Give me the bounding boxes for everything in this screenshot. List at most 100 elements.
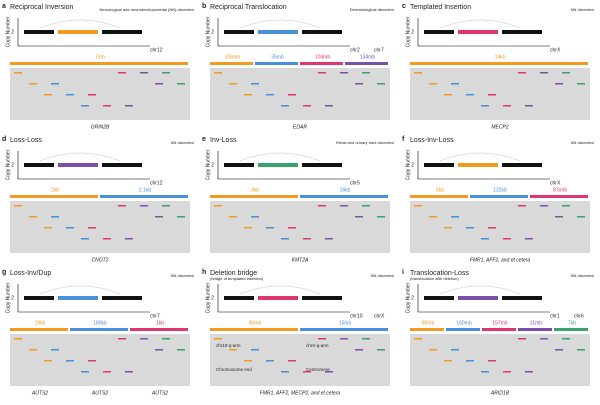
arc (439, 19, 521, 29)
segment (258, 30, 298, 34)
segment (502, 296, 542, 300)
read (281, 238, 289, 240)
axis-tick: 2 (11, 295, 14, 301)
read (288, 94, 296, 96)
read (525, 238, 533, 240)
genome-bar (100, 195, 188, 198)
panel-letter: f (402, 136, 405, 143)
read (414, 72, 422, 74)
segment (502, 30, 542, 34)
segment (302, 163, 342, 167)
read (518, 72, 526, 74)
size-label: 7mb (95, 54, 105, 60)
read (577, 349, 585, 351)
panel: c Templated Insertion NN disorders Copy Num… (402, 3, 594, 130)
size-label: 157mb (492, 320, 508, 326)
read (577, 83, 585, 85)
pileup (10, 334, 190, 386)
chromosome-label: chrX (374, 313, 385, 319)
read (177, 83, 185, 85)
segment (502, 163, 542, 167)
read (66, 360, 74, 362)
read (140, 72, 148, 74)
gene-label: MECP2 (491, 124, 508, 130)
size-label: 160mb (456, 320, 472, 326)
read (466, 94, 474, 96)
read (88, 227, 96, 229)
panel-letter: e (202, 136, 206, 143)
axis (217, 18, 350, 47)
axis (417, 18, 550, 47)
axis-tick: 2 (211, 29, 214, 35)
read (88, 94, 96, 96)
axis-tick: 2 (11, 29, 14, 35)
note: chr10-q-arm (216, 343, 241, 348)
size-label: 106mb (225, 54, 241, 60)
segment (258, 296, 298, 300)
read (577, 216, 585, 218)
read (362, 72, 370, 74)
genome-bar (530, 195, 588, 198)
read (540, 338, 548, 340)
panel-letter: h (202, 269, 206, 276)
panel-subtitle: Renal and urinary tract disorders (336, 140, 394, 145)
read (340, 72, 348, 74)
read (429, 349, 437, 351)
read (81, 105, 89, 107)
genome-bar (446, 328, 480, 331)
segment (24, 296, 54, 300)
panel-title: Loss-Loss (10, 137, 42, 144)
read (155, 216, 163, 218)
read (155, 83, 163, 85)
segment (302, 296, 342, 300)
size-label: 19kb (35, 320, 46, 326)
pileup (210, 201, 390, 253)
read (303, 371, 311, 373)
note: Centromere (306, 367, 330, 372)
read (562, 205, 570, 207)
read (355, 216, 363, 218)
read (88, 360, 96, 362)
segment (258, 163, 298, 167)
genome-bar (345, 62, 388, 65)
read (229, 216, 237, 218)
read (318, 205, 326, 207)
size-label: 2kb (51, 187, 59, 193)
size-label: 35mb (271, 54, 284, 60)
genome-bar (300, 195, 388, 198)
genome-bar (210, 62, 253, 65)
chromosome-label: chr6 (574, 313, 584, 319)
axis-tick: 2 (411, 295, 414, 301)
axis (17, 284, 150, 313)
panel-subtitle: NN disorders (571, 140, 594, 145)
panel-subtitle: NN disorders (171, 273, 194, 278)
read (162, 205, 170, 207)
read (177, 216, 185, 218)
read (214, 338, 222, 340)
segment (224, 163, 254, 167)
genome-bar (518, 328, 552, 331)
genome-bar (482, 328, 516, 331)
read (377, 349, 385, 351)
segment (424, 163, 454, 167)
axis-tick: 2 (411, 29, 414, 35)
arc (439, 285, 521, 295)
axis-label: Copy Number (205, 149, 211, 180)
pileup (410, 68, 590, 120)
read (66, 227, 74, 229)
genome-bar (410, 328, 444, 331)
gene-label: FMR1, AFF2, MECP2, and et cetera (260, 390, 341, 396)
read (244, 227, 252, 229)
panel: h Deletion bridge NN disorders (bridge of t… (202, 269, 394, 396)
read (444, 227, 452, 229)
size-label: 14kb (495, 54, 506, 60)
read (29, 349, 37, 351)
read (266, 360, 274, 362)
note: chrX-q-arm (306, 343, 329, 348)
segment (58, 163, 98, 167)
size-label: 8.5mb (553, 187, 567, 193)
read (162, 72, 170, 74)
arc (39, 152, 121, 162)
arc (439, 152, 521, 162)
